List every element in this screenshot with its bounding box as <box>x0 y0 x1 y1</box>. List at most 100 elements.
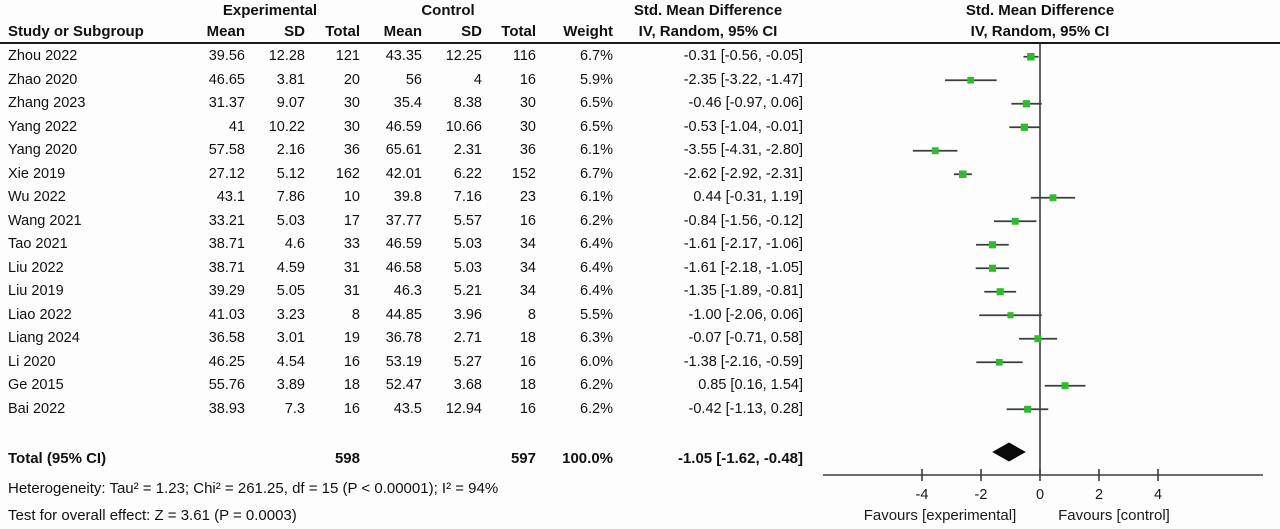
exp-mean: 36.58 <box>208 330 245 346</box>
study-row: Wu 2022 43.1 7.86 10 39.8 7.16 23 6.1% 0… <box>0 186 810 210</box>
ctl-sd: 4 <box>473 71 482 88</box>
study-ci-text: -2.35 [-3.22, -1.47] <box>683 71 803 88</box>
ctl-total: 34 <box>519 283 536 299</box>
ctl-sd: 10.66 <box>445 118 482 135</box>
ctl-sd: 7.16 <box>453 189 482 205</box>
exp-mean: 41 <box>228 118 245 135</box>
exp-total: 16 <box>343 400 360 417</box>
effect-column-title: Std. Mean Difference <box>633 2 783 19</box>
effect-marker <box>1011 217 1019 225</box>
study-weight: 6.7% <box>579 165 613 182</box>
study-label: Yang 2020 <box>8 142 78 158</box>
ctl-mean: 46.3 <box>393 283 422 299</box>
ctl-mean: 36.78 <box>385 330 422 346</box>
effect-marker <box>1020 123 1029 131</box>
exp-total: 36 <box>343 142 360 158</box>
study-weight: 6.2% <box>579 212 613 229</box>
exp-total: 30 <box>343 118 360 135</box>
ctl-sd: 5.03 <box>453 259 482 276</box>
exp-sd: 4.6 <box>284 236 305 252</box>
study-row: Zhao 2020 46.65 3.81 20 56 4 16 5.9% -2.… <box>0 69 810 93</box>
exp-mean: 33.21 <box>208 212 245 229</box>
exp-mean: 46.65 <box>208 71 245 88</box>
exp-sd: 7.3 <box>284 400 305 417</box>
study-weight: 6.2% <box>579 377 613 393</box>
favours-left-label: Favours [experimental] <box>863 507 1017 524</box>
exp-mean: 46.25 <box>208 353 245 370</box>
study-label: Wu 2022 <box>8 189 66 205</box>
ctl-total: 116 <box>512 48 536 64</box>
study-weight: 6.7% <box>579 48 613 64</box>
ctl-total: 30 <box>519 95 536 111</box>
ctl-mean: 56 <box>405 71 422 88</box>
ctl-mean: 43.35 <box>385 48 422 64</box>
exp-total: 17 <box>343 212 360 229</box>
exp-total: 31 <box>343 283 360 299</box>
ctl-mean: 37.77 <box>385 212 422 229</box>
study-row: Liang 2024 36.58 3.01 19 36.78 2.71 18 6… <box>0 327 810 351</box>
experimental-group-header: Experimental <box>222 2 318 19</box>
exp-sd-header: SD <box>284 23 305 40</box>
ctl-total-header: Total <box>501 23 536 40</box>
effect-marker <box>1027 52 1035 61</box>
total-weight: 100.0% <box>562 450 613 467</box>
effect-marker <box>996 288 1004 296</box>
exp-total: 162 <box>335 165 360 182</box>
exp-sd: 4.54 <box>276 353 305 370</box>
study-ci-text: -0.07 [-0.71, 0.58] <box>688 330 803 346</box>
ctl-sd: 2.31 <box>453 142 482 158</box>
study-ci-text: 0.85 [0.16, 1.54] <box>698 377 803 393</box>
tick-label: 4 <box>1154 487 1162 503</box>
exp-mean: 38.71 <box>208 259 245 276</box>
total-row: Total (95% CI) 598 597 100.0% -1.05 [-1.… <box>0 448 810 470</box>
effect-marker <box>988 241 997 249</box>
study-ci-text: -1.61 [-2.17, -1.06] <box>683 236 803 252</box>
exp-sd: 5.03 <box>276 212 305 229</box>
total-ctl-n: 597 <box>510 450 536 467</box>
effect-marker <box>1061 382 1069 390</box>
tick-label: -4 <box>916 487 929 503</box>
total-exp-n: 598 <box>334 450 360 467</box>
study-label: Liu 2022 <box>8 259 64 276</box>
study-row: Wang 2021 33.21 5.03 17 37.77 5.57 16 6.… <box>0 210 810 234</box>
exp-sd: 12.28 <box>268 48 305 64</box>
study-row: Zhang 2023 31.37 9.07 30 35.4 8.38 30 6.… <box>0 92 810 116</box>
ctl-mean: 46.59 <box>385 118 422 135</box>
ctl-total: 8 <box>527 306 536 323</box>
effect-marker <box>1034 335 1042 343</box>
study-weight: 6.0% <box>579 353 613 370</box>
ctl-sd: 3.68 <box>453 377 482 393</box>
overall-effect-test: Test for overall effect: Z = 3.61 (P = 0… <box>8 507 297 524</box>
ctl-mean: 65.61 <box>385 142 422 158</box>
study-ci-text: -3.55 [-4.31, -2.80] <box>683 142 803 158</box>
exp-mean: 43.1 <box>216 189 245 205</box>
exp-sd: 3.23 <box>276 306 305 323</box>
ctl-sd: 6.22 <box>453 165 482 182</box>
exp-total: 19 <box>343 330 360 346</box>
exp-sd: 5.05 <box>276 283 305 299</box>
exp-mean: 39.29 <box>208 283 245 299</box>
study-row: Yang 2022 41 10.22 30 46.59 10.66 30 6.5… <box>0 116 810 140</box>
ctl-mean-header: Mean <box>383 23 422 40</box>
study-ci-text: -1.00 [-2.06, 0.06] <box>688 306 803 323</box>
study-ci-text: -2.62 [-2.92, -2.31] <box>683 165 803 182</box>
study-label: Liang 2024 <box>8 330 80 346</box>
tick-label: 2 <box>1095 487 1103 503</box>
ctl-sd: 5.21 <box>453 283 482 299</box>
study-row: Zhou 2022 39.56 12.28 121 43.35 12.25 11… <box>0 45 810 69</box>
ctl-total: 16 <box>519 212 536 229</box>
ctl-mean: 39.8 <box>393 189 422 205</box>
study-row: Ge 2015 55.76 3.89 18 52.47 3.68 18 6.2%… <box>0 374 810 398</box>
study-weight: 5.5% <box>579 306 613 323</box>
ctl-total: 23 <box>519 189 536 205</box>
ctl-mean: 46.58 <box>385 259 422 276</box>
exp-sd: 3.81 <box>276 71 305 88</box>
study-weight: 6.1% <box>579 142 613 158</box>
study-label: Ge 2015 <box>8 377 64 393</box>
ctl-sd: 5.57 <box>453 212 482 229</box>
study-ci-text: -1.35 [-1.89, -0.81] <box>683 283 803 299</box>
study-row: Tao 2021 38.71 4.6 33 46.59 5.03 34 6.4%… <box>0 233 810 257</box>
exp-total: 16 <box>343 353 360 370</box>
study-label: Wang 2021 <box>8 212 82 229</box>
ctl-mean: 46.59 <box>385 236 422 252</box>
